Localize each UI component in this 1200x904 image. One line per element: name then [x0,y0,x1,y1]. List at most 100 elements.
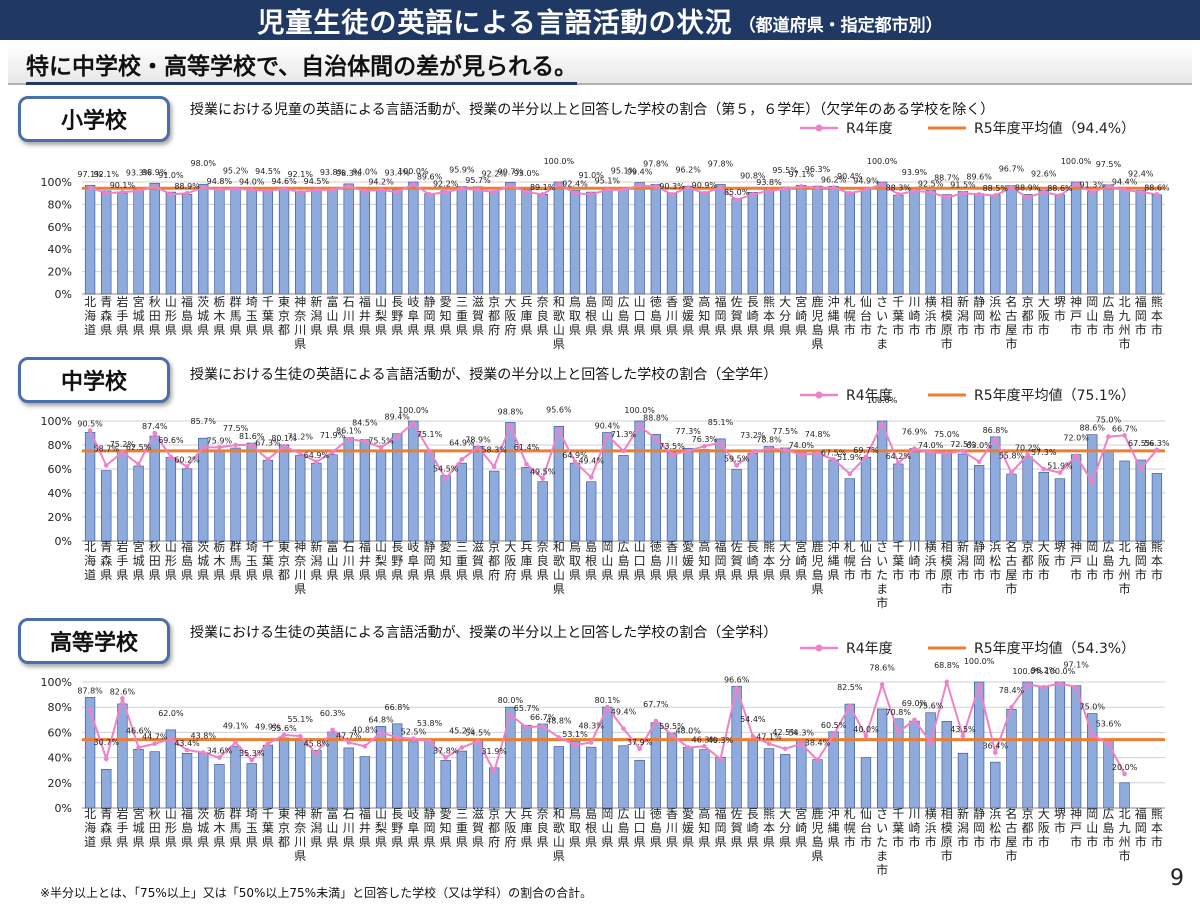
category-label: 滋賀県 [472,295,484,337]
data-label: 100.0% [624,406,655,415]
data-label: 84.5% [352,419,378,428]
category-label: 浜松市 [989,295,1001,337]
r4-point [928,189,933,195]
bar [149,182,160,295]
category-label: 仙台市 [860,540,872,582]
data-label: 88.9% [1015,183,1041,192]
r4-point [621,187,626,193]
category-label: 滋賀県 [472,807,484,849]
chart-junior-high: 0% 20% 40% 60% 80% 100% 90.5% 58.7%75.2%62.5% 87… [41,388,1170,610]
category-label: 香川県 [666,807,678,849]
bar [424,193,435,295]
data-label: 68.8% [934,661,960,670]
r4-point [799,184,804,189]
y-tick-label: 40% [48,243,72,256]
r4-point [928,449,933,455]
r4-point [459,186,465,192]
r4-point [346,740,352,745]
data-label: 71.9% [320,431,346,440]
bar [1119,782,1130,809]
r4-point [879,421,885,426]
chart-title-high-school: 授業における生徒の英語による言語活動が、授業の半分以上と回答した学校の割合（全学… [190,625,778,641]
category-label: 熊本県 [763,539,775,582]
category-label: 兵庫県 [521,807,533,849]
category-label: 鳥取県 [569,539,581,582]
category-label: 広島県 [617,295,629,337]
bar [537,723,548,809]
category-label: 横浜市 [925,295,937,337]
category-label: 新潟県 [310,294,322,337]
category-label: 静岡県 [424,540,436,582]
category-label: 福井県 [359,806,371,849]
r4-point [960,733,966,739]
y-tick-label: 80% [48,701,72,714]
r4-point [459,745,465,750]
r4-point [200,750,206,755]
data-label: 90.4% [837,172,863,181]
legend: R4年度 R5年度平均値（54.3%） [800,641,1135,657]
bar [699,749,710,809]
bar [537,481,548,542]
bar [763,446,775,542]
bar [327,731,338,809]
bar [392,723,403,809]
category-label: 佐賀県 [731,807,743,849]
bar [634,759,645,809]
r4-point [168,454,174,460]
data-label: 49.4% [611,708,637,717]
data-label: 90.9% [692,181,718,190]
data-label: 82.6% [110,687,136,696]
bar [408,420,419,542]
y-tick-label: 60% [48,726,72,739]
r4-point [734,463,739,468]
bar [311,187,322,295]
bar [602,432,613,542]
bar [165,457,177,542]
bar [84,697,96,809]
data-label: 37.9% [627,738,653,747]
data-label: 92.2% [481,170,507,179]
bar [1022,456,1033,542]
data-label: 73.5% [659,442,685,451]
category-label: 相模原市 [941,807,953,863]
data-label: 82.5% [837,683,863,692]
bar [779,754,791,809]
category-label: 大阪市 [1038,540,1050,582]
bar [650,184,661,295]
category-label: 群馬県 [230,295,242,337]
data-label: 96.2% [675,165,701,174]
data-label: 100.0% [398,406,429,415]
data-label: 72.5% [950,440,976,449]
r4-point [637,183,642,188]
data-label: 91.3% [1080,181,1106,190]
data-label: 49.5% [530,468,556,477]
data-label: 97.1% [77,170,103,179]
data-label: 93.3% [126,169,152,178]
data-label: 66.7% [530,713,556,722]
category-label: 東京都 [278,540,290,582]
data-label: 98.0% [191,159,217,168]
category-label: 大阪市 [1038,807,1050,849]
category-label: 北九州市 [1119,540,1131,596]
category-label: 岐阜県 [407,295,419,337]
data-label: 97.1% [789,170,815,179]
chart-title-elementary: 授業における児童の英語による言語活動が、授業の半分以上と回答した学校の割合（第５… [190,102,995,118]
category-label: 名古屋市 [1005,806,1017,863]
r4-point [960,190,966,196]
bar [731,198,742,295]
category-label: 福島県 [181,294,193,337]
r4-point [702,743,707,749]
data-label: 90.8% [740,171,766,180]
r4-point [831,732,836,738]
category-label: 京都市 [1022,295,1034,337]
data-label: 89.6% [966,173,992,182]
bar [117,450,128,542]
bar [521,724,532,809]
category-label: 石川県 [343,295,355,337]
page-title-sub: （都道府県・指定都市別） [738,15,943,36]
category-label: 青森県 [100,540,112,582]
category-label: 福岡市 [1135,294,1147,337]
bar [181,753,193,809]
category-label: 青森県 [100,807,112,849]
data-label: 45.8% [304,739,330,748]
